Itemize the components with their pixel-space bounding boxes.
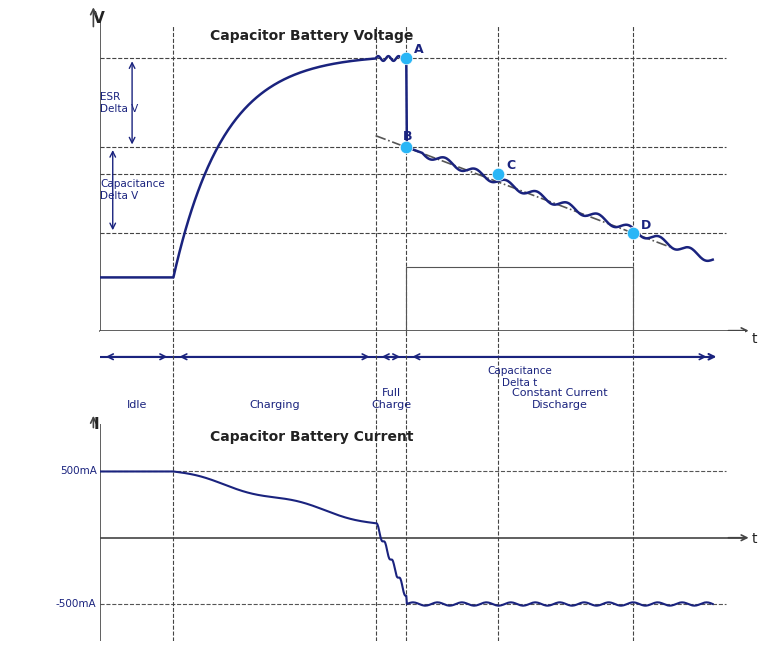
- Text: Capacitance
Delta V: Capacitance Delta V: [101, 179, 165, 201]
- Text: ESR
Delta V: ESR Delta V: [101, 92, 139, 114]
- Text: I: I: [94, 418, 99, 432]
- Text: t: t: [751, 532, 757, 546]
- Text: Capacitance
Delta t: Capacitance Delta t: [487, 366, 552, 387]
- Text: Capacitor Battery Current: Capacitor Battery Current: [210, 430, 413, 444]
- Text: t: t: [751, 332, 757, 346]
- Text: Constant Current
Discharge: Constant Current Discharge: [511, 388, 607, 410]
- Text: Capacitor Battery Voltage: Capacitor Battery Voltage: [210, 29, 413, 43]
- Text: Idle: Idle: [127, 400, 147, 410]
- Text: Full
Charge: Full Charge: [371, 388, 411, 410]
- Text: 500mA: 500mA: [60, 466, 97, 476]
- Text: D: D: [641, 218, 651, 232]
- Text: V: V: [94, 11, 105, 26]
- Text: C: C: [506, 160, 515, 172]
- Text: A: A: [414, 43, 424, 55]
- Text: B: B: [403, 130, 412, 143]
- Text: Charging: Charging: [249, 400, 300, 410]
- Text: -500mA: -500mA: [56, 599, 97, 609]
